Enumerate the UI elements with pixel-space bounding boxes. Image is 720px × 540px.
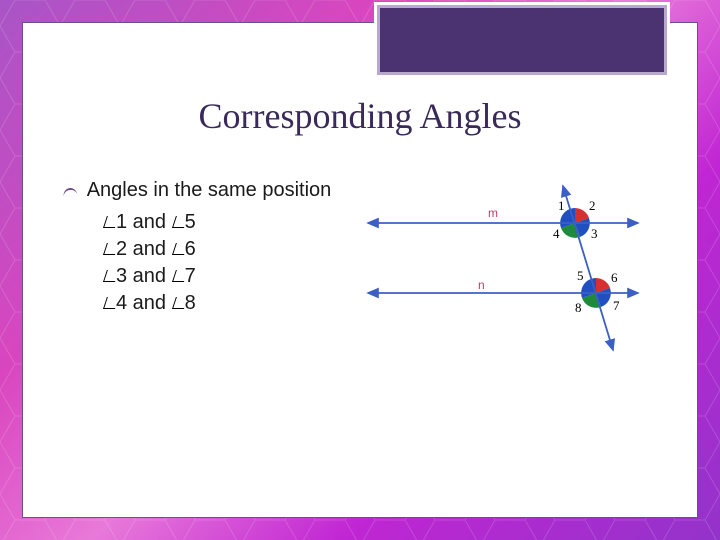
label-m: m xyxy=(488,206,498,220)
title-placeholder-box xyxy=(377,5,667,75)
angle-8: 8 xyxy=(575,300,582,316)
angle-pairs-list: 1 and 5 2 and 6 3 and 7 4 and 8 xyxy=(63,209,333,317)
angle-4: 4 xyxy=(553,226,560,242)
content-row: Angles in the same position 1 and 5 2 an… xyxy=(63,178,667,358)
angle-7: 7 xyxy=(613,298,620,314)
angle-2: 2 xyxy=(589,198,596,214)
text-column: Angles in the same position 1 and 5 2 an… xyxy=(63,178,333,358)
angle-1: 1 xyxy=(558,198,565,214)
angle-5: 5 xyxy=(577,268,584,284)
angle-6: 6 xyxy=(611,270,618,286)
transversal xyxy=(563,186,613,350)
parallel-lines-diagram: m n 1 2 3 4 5 6 7 8 xyxy=(353,178,653,358)
slide-title: Corresponding Angles xyxy=(23,95,697,137)
slide-body: Corresponding Angles Angles in the same … xyxy=(22,22,698,518)
pair-3: 3 and 7 xyxy=(103,263,333,290)
pair-1: 1 and 5 xyxy=(103,209,333,236)
pair-4: 4 and 8 xyxy=(103,290,333,317)
angle-3: 3 xyxy=(591,226,598,242)
intro-text: Angles in the same position xyxy=(63,178,333,203)
pair-2: 2 and 6 xyxy=(103,236,333,263)
label-n: n xyxy=(478,278,485,292)
